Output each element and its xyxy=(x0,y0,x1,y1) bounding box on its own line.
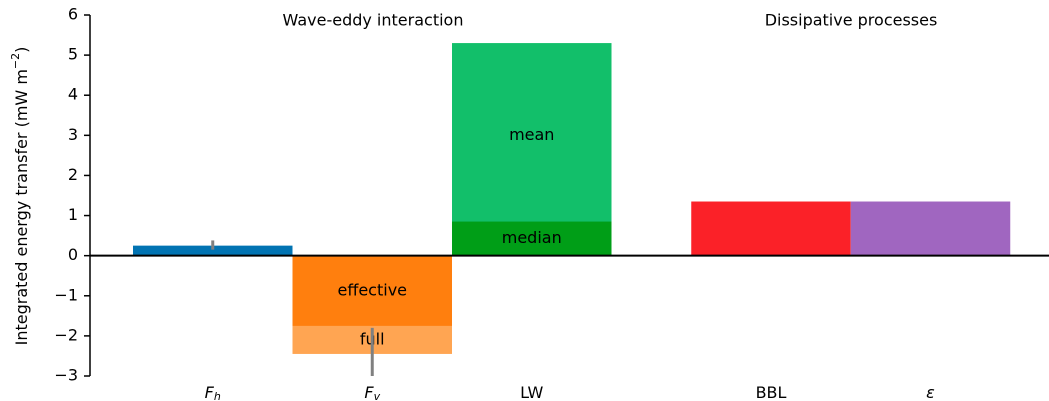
y-tick-label: 2 xyxy=(68,165,78,184)
bar xyxy=(133,245,293,256)
y-tick-label: 4 xyxy=(68,85,78,104)
bar-label: median xyxy=(502,228,562,247)
y-label-end: ) xyxy=(12,47,31,53)
y-tick-label: −3 xyxy=(54,366,78,385)
x-tick-label: BBL xyxy=(756,383,787,401)
y-axis-label: Integrated energy transfer (mW m−2) xyxy=(9,47,31,346)
group-title: Dissipative processes xyxy=(765,11,938,30)
label-main: BBL xyxy=(756,383,787,401)
y-tick-label: 3 xyxy=(68,125,78,144)
x-tick-label: LW xyxy=(520,383,543,401)
y-tick-label: 0 xyxy=(68,245,78,264)
label-sub: h xyxy=(214,390,221,401)
bar xyxy=(452,221,612,256)
x-tick-label: ε xyxy=(926,383,935,401)
y-tick-label: 6 xyxy=(68,5,78,24)
x-tick-label: Fv xyxy=(364,383,380,401)
group-title: Wave-eddy interaction xyxy=(283,11,464,30)
y-label-sup: −2 xyxy=(9,53,22,69)
y-label-text: Integrated energy transfer (mW m xyxy=(12,69,31,345)
label-main: LW xyxy=(520,383,543,401)
bar xyxy=(691,201,851,256)
bar-label: effective xyxy=(337,280,407,299)
y-tick-label: −1 xyxy=(54,285,78,304)
y-tick-label: −2 xyxy=(54,325,78,344)
bar xyxy=(850,201,1011,256)
label-main: F xyxy=(364,383,374,401)
x-tick-label: Fh xyxy=(205,383,221,401)
label-main: ε xyxy=(926,383,935,401)
y-tick-label: 5 xyxy=(68,45,78,64)
y-tick-label: 1 xyxy=(68,205,78,224)
bar xyxy=(292,255,452,326)
label-sub: v xyxy=(374,390,381,401)
label-main: F xyxy=(205,383,215,401)
bar-label: mean xyxy=(509,125,554,144)
bar xyxy=(452,43,612,256)
